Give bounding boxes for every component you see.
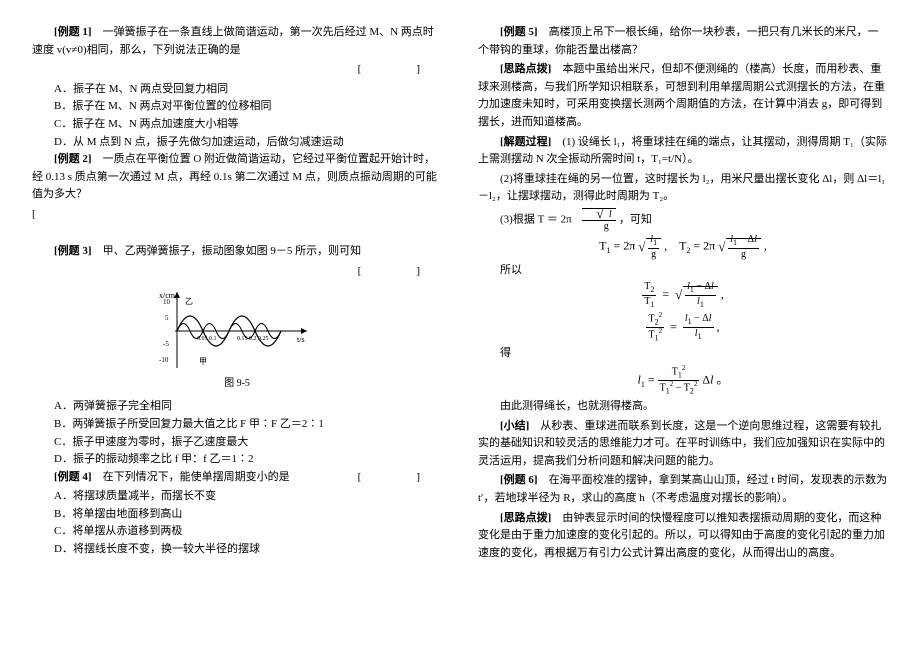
chart-svg: x/cm t/s 10 5 -5 -10 乙 甲 0.05 0.1 0.15 0…	[157, 286, 317, 376]
ex6-body: 在海平面校准的摆钟，拿到某高山山顶，经过 t 时间，发现表的示数为 t′，若地球…	[478, 474, 887, 504]
ex4-optD: D．将摆线长度不变，换一较大半径的摆球	[32, 541, 442, 559]
ex1-bracket: [ ]	[32, 61, 442, 79]
ex1-optD: D．从 M 点到 N 点，振子先做匀加速运动，后做匀减速运动	[32, 134, 442, 152]
ex3-body: 甲、乙两弹簧振子，振动图象如图 9－5 所示，则可知	[103, 245, 362, 257]
ex5-title: [例题 5]	[500, 26, 538, 38]
ex5: [例题 5] 高楼顶上吊下一根长绳，给你一块秒表，一把只有几米长的米尺，一个带钩…	[478, 24, 888, 59]
ex5-proc-label: [解题过程]	[500, 136, 551, 148]
ex3-optA: A．两弹簧振子完全相同	[32, 398, 442, 416]
svg-text:-5: -5	[163, 340, 169, 348]
ex6-title: [例题 6]	[500, 474, 538, 486]
ex5-hint-label: [思路点拨]	[500, 63, 551, 75]
summary-label: [小结]	[500, 420, 529, 432]
formula-T1T2: T1 = 2π l1g , T2 = 2π l1 − Δlg ,	[478, 234, 888, 260]
ex3-title: [例题 3]	[54, 245, 92, 257]
ex2-body: 一质点在平衡位置 O 附近做简谐运动，它经过平衡位置起开始计时，经 0.13 s…	[32, 153, 437, 200]
ex1-optB: B．振子在 M、N 两点对平衡位置的位移相同	[32, 98, 442, 116]
svg-text:10: 10	[163, 298, 171, 306]
ex4-optA: A．将摆球质量减半，而摆长不变	[32, 488, 442, 506]
formula-ratio2: T22T12 = l1 − Δll1 ,	[478, 312, 888, 343]
ex6-hint-label: [思路点拨]	[500, 512, 551, 524]
right-column: [例题 5] 高楼顶上吊下一根长绳，给你一块秒表，一把只有几米长的米尺，一个带钩…	[478, 24, 888, 564]
fig-caption: 图 9-5	[32, 376, 442, 392]
hanging-bracket: [	[32, 206, 442, 224]
ex5-proc3: (3)根据 T ＝ 2π l g ，可知	[478, 208, 888, 232]
summary-body: 从秒表、重球进而联系到长度，这是一个逆向思维过程，这需要有较扎实的基础知识和较灵…	[478, 420, 885, 467]
svg-text:乙: 乙	[185, 297, 193, 306]
de: 得	[478, 345, 888, 363]
ex3-bracket: [ ]	[32, 263, 442, 281]
left-column: [例题 1] 一弹簧振子在一条直线上做简谐运动，第一次先后经过 M、N 两点时速…	[32, 24, 442, 564]
ex4-body: 在下列情况下，能使单摆周期变小的是	[103, 471, 290, 483]
ex1-optA: A．振子在 M、N 两点受回复力相同	[32, 81, 442, 99]
proc3-pre: (3)根据 T ＝ 2π	[500, 213, 572, 225]
svg-text:-10: -10	[159, 356, 169, 364]
formula-ratio1: T2T1 = l1 − Δll1 ,	[478, 281, 888, 310]
ex3-optD: D．振子的振动频率之比 f 甲：f 乙＝1∶2	[32, 451, 442, 469]
ex2: [例题 2] 一质点在平衡位置 O 附近做简谐运动，它经过平衡位置起开始计时，经…	[32, 151, 442, 204]
soyi: 所以	[478, 262, 888, 280]
ex1: [例题 1] 一弹簧振子在一条直线上做简谐运动，第一次先后经过 M、N 两点时速…	[32, 24, 442, 59]
ex2-title: [例题 2]	[54, 153, 92, 165]
ex5-proc: [解题过程] (1) 设绳长 l₁，将重球挂在绳的端点，让其摆动，测得周期 T₁…	[478, 134, 888, 169]
ex4: [例题 4] 在下列情况下，能使单摆周期变小的是[ ]	[32, 469, 442, 487]
ex4-optB: B．将单摆由地面移到高山	[32, 506, 442, 524]
svg-text:甲: 甲	[199, 357, 207, 366]
ex5-body: 高楼顶上吊下一根长绳，给你一块秒表，一把只有几米长的米尺，一个带钩的重球，你能否…	[478, 26, 879, 56]
ex3-optB: B．两弹簧振子所受回复力最大值之比 F 甲∶F 乙＝2∶1	[32, 416, 442, 434]
svg-text:5: 5	[165, 314, 169, 322]
ex4-optC: C．将单摆从赤道移到两极	[32, 523, 442, 541]
svg-text:0.15 0.2 0.25: 0.15 0.2 0.25	[237, 336, 269, 342]
ex3-optC: C．振子甲速度为零时，振子乙速度最大	[32, 434, 442, 452]
formula-result: l1 = T12T12 − T22 Δl 。	[478, 365, 888, 396]
ex6: [例题 6] 在海平面校准的摆钟，拿到某高山山顶，经过 t 时间，发现表的示数为…	[478, 472, 888, 507]
ex1-title: [例题 1]	[54, 26, 92, 38]
ex5-hint: [思路点拨] 本题中虽给出米尺，但却不便测绳的（楼高）长度，而用秒表、重球来测楼…	[478, 61, 888, 131]
ex5-proc2: (2)将重球挂在绳的另一位置，这时摆长为 l₂，用米尺量出摆长变化 Δl，则 Δ…	[478, 171, 888, 206]
ex5-conclude: 由此测得绳长，也就测得楼高。	[478, 398, 888, 416]
ex5-summary: [小结] 从秒表、重球进而联系到长度，这是一个逆向思维过程，这需要有较扎实的基础…	[478, 418, 888, 471]
ex1-body: 一弹簧振子在一条直线上做简谐运动，第一次先后经过 M、N 两点时速度 v(v≠0…	[32, 26, 434, 56]
ex1-optC: C．振子在 M、N 两点加速度大小相等	[32, 116, 442, 134]
ex3: [例题 3] 甲、乙两弹簧振子，振动图象如图 9－5 所示，则可知	[32, 243, 442, 261]
ex6-hint: [思路点拨] 由钟表显示时间的快慢程度可以推知表摆振动周期的变化，而这种变化是由…	[478, 510, 888, 563]
svg-text:t/s: t/s	[297, 335, 305, 344]
ex4-title: [例题 4]	[54, 471, 92, 483]
proc3-post: ，可知	[619, 213, 652, 225]
figure-9-5: x/cm t/s 10 5 -5 -10 乙 甲 0.05 0.1 0.15 0…	[32, 286, 442, 392]
svg-text:0.05 0.1: 0.05 0.1	[197, 336, 217, 342]
